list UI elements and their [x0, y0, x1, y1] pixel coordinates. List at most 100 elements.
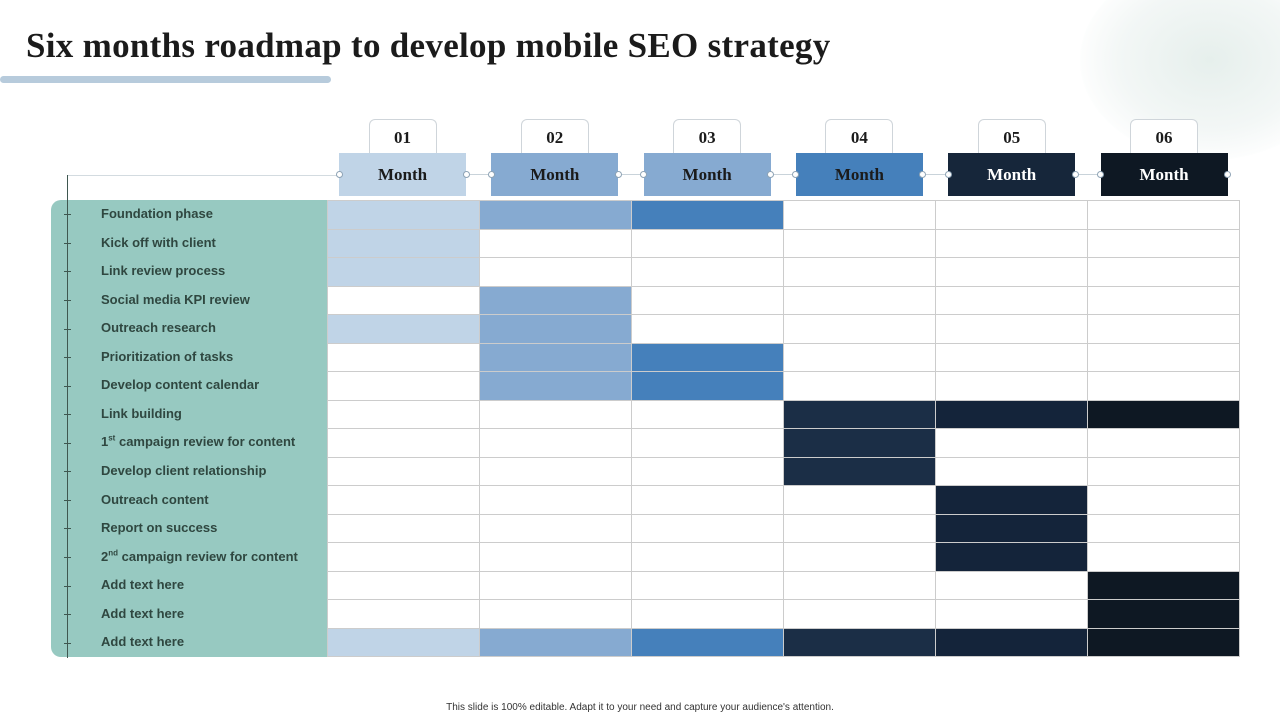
task-label: Develop content calendar — [101, 377, 260, 393]
grid-cell — [632, 457, 784, 486]
grid-cell — [784, 258, 936, 287]
month-header-6: Month — [1100, 153, 1228, 196]
grid-cell — [632, 486, 784, 515]
grid-cell-filled — [784, 429, 936, 458]
grid-cell-filled — [328, 258, 480, 287]
slide-title: Six months roadmap to develop mobile SEO… — [26, 26, 831, 65]
task-label-rest: campaign review for content — [115, 434, 296, 450]
grid-cell — [632, 514, 784, 543]
grid-cell — [936, 372, 1088, 401]
row-tick — [64, 357, 71, 359]
month-connector-dot — [767, 171, 775, 178]
grid-cell-filled — [328, 201, 480, 230]
grid-cell — [936, 315, 1088, 344]
guide-line-horizontal — [67, 175, 340, 176]
grid-cell — [784, 600, 936, 629]
grid-cell — [1088, 315, 1240, 344]
grid-cell — [480, 258, 632, 287]
month-connector-dot — [944, 171, 952, 178]
row-tick — [64, 557, 71, 558]
grid-cell — [328, 457, 480, 486]
grid-cell — [328, 400, 480, 429]
grid-cell-filled — [632, 628, 784, 657]
month-number-5: 05 — [977, 119, 1046, 153]
row-tick — [64, 499, 71, 501]
grid-cell-filled — [632, 372, 784, 401]
grid-cell — [328, 600, 480, 629]
grid-cell — [1088, 429, 1240, 458]
grid-cell — [936, 286, 1088, 315]
grid-cell — [328, 343, 480, 372]
month-connector-dot — [487, 171, 495, 178]
grid-cell-filled — [480, 315, 632, 344]
task-label: Social media KPI review — [101, 291, 250, 307]
grid-cell-filled — [784, 400, 936, 429]
row-tick — [64, 642, 71, 644]
row-tick — [64, 414, 71, 416]
grid-cell-filled — [328, 229, 480, 258]
grid-cell — [936, 457, 1088, 486]
slide-footer-note: This slide is 100% editable. Adapt it to… — [446, 702, 834, 713]
row-tick — [64, 528, 71, 530]
grid-cell-filled — [936, 400, 1088, 429]
month-header-5: Month — [948, 153, 1076, 196]
task-label: Foundation phase — [101, 206, 213, 221]
grid-cell — [784, 229, 936, 258]
title-underline-bar — [0, 76, 331, 83]
month-connector-line — [774, 174, 793, 175]
month-header-2: Month — [491, 153, 619, 196]
month-connector-dot — [640, 171, 648, 178]
row-tick — [64, 442, 71, 444]
task-label: Link review process — [101, 263, 226, 279]
grid-cell-filled — [328, 628, 480, 657]
row-tick — [64, 585, 71, 587]
grid-cell-filled — [328, 315, 480, 344]
grid-cell-filled — [936, 628, 1088, 657]
row-tick — [64, 614, 71, 616]
month-header-3: Month — [643, 153, 771, 196]
month-connector-dot — [335, 171, 343, 178]
grid-cell — [632, 286, 784, 315]
task-label: Kick off with client — [101, 234, 216, 250]
task-label-panel — [51, 200, 327, 657]
grid-cell — [480, 400, 632, 429]
month-connector-dot — [614, 171, 622, 178]
grid-cell — [1088, 457, 1240, 486]
task-label: Add text here — [101, 605, 185, 621]
grid-cell-filled — [480, 343, 632, 372]
grid-cell — [936, 600, 1088, 629]
grid-cell-filled — [784, 457, 936, 486]
month-number-6: 06 — [1130, 119, 1198, 153]
month-connector-line — [1078, 174, 1097, 175]
task-label: Link building — [101, 405, 182, 421]
grid-cell — [480, 600, 632, 629]
month-number-2: 02 — [520, 119, 589, 153]
grid-cell — [480, 229, 632, 258]
grid-cell — [1088, 201, 1240, 230]
grid-cell — [784, 286, 936, 315]
task-label: Outreach content — [101, 491, 209, 507]
month-connector-line — [469, 174, 488, 175]
grid-cell-filled — [480, 286, 632, 315]
grid-cell — [784, 543, 936, 572]
month-connector-line — [926, 174, 945, 175]
task-label: Develop client relationship — [101, 463, 267, 479]
grid-cell — [632, 315, 784, 344]
grid-cell — [328, 286, 480, 315]
row-tick — [64, 214, 71, 216]
grid-cell — [328, 486, 480, 515]
row-tick — [64, 299, 71, 301]
grid-cell — [632, 600, 784, 629]
month-number-1: 01 — [368, 119, 437, 153]
grid-cell — [480, 571, 632, 600]
grid-cell-filled — [1088, 400, 1240, 429]
grid-cell — [328, 571, 480, 600]
roadmap-grid — [327, 200, 1240, 657]
grid-cell — [936, 258, 1088, 287]
grid-cell — [1088, 286, 1240, 315]
grid-cell — [480, 486, 632, 515]
task-label-suffix: st — [108, 434, 116, 444]
month-connector-dot — [792, 171, 800, 178]
month-number-3: 03 — [673, 119, 742, 153]
task-label-ordinal: 1 — [101, 434, 109, 450]
